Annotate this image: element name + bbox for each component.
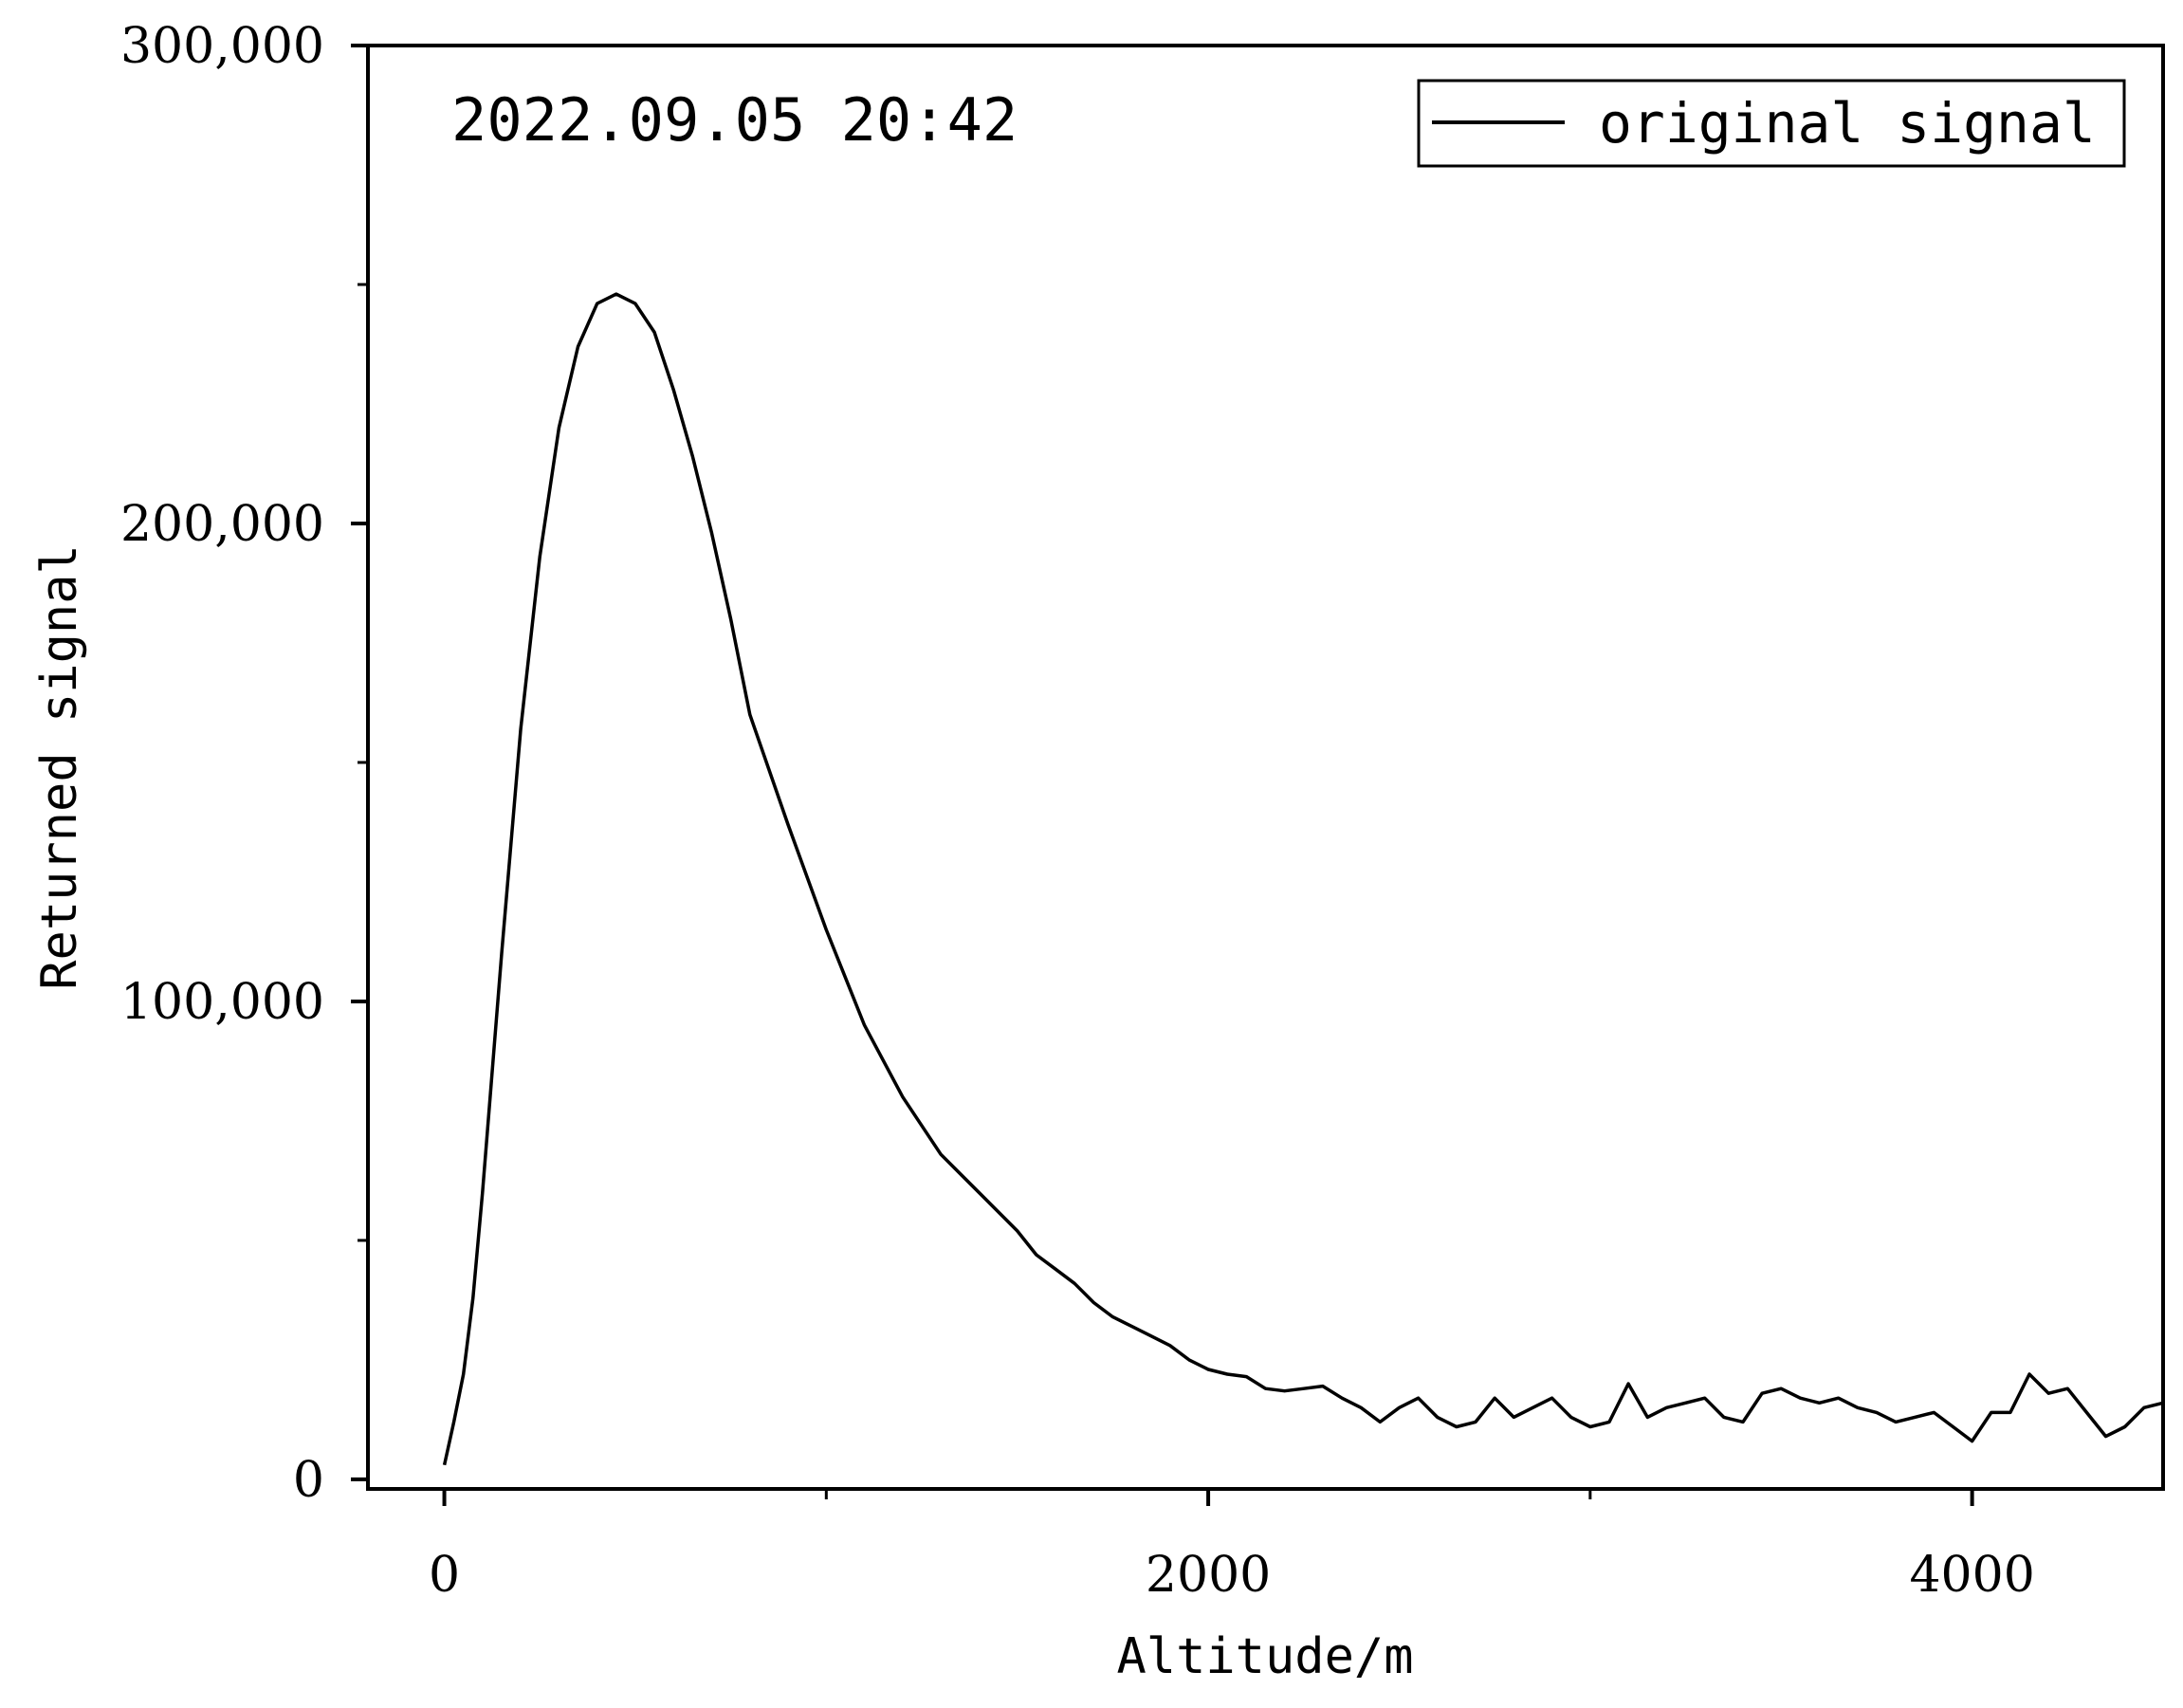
y-axis-title: Returned signal: [31, 544, 88, 990]
y-tick-label: 200,000: [120, 496, 324, 553]
y-tick-label: 300,000: [120, 18, 324, 75]
x-tick-label: 4000: [1909, 1547, 2034, 1604]
x-axis: 0 2000 4000: [429, 1489, 2035, 1604]
legend: original signal: [1417, 79, 2126, 168]
x-tick-label: 0: [429, 1547, 460, 1604]
plot-frame: [366, 44, 2165, 1491]
y-tick-label: 0: [293, 1452, 324, 1509]
x-axis-title: Altitude/m: [1116, 1628, 1413, 1685]
y-axis: 0 100,000 200,000 300,000: [120, 18, 368, 1509]
timestamp-annotation: 2022.09.05 20:42: [451, 85, 1018, 155]
legend-label-original-signal: original signal: [1599, 91, 2096, 156]
legend-box: [1417, 79, 2126, 168]
y-tick-label: 100,000: [120, 974, 324, 1031]
original-signal-line: [442, 292, 2164, 1466]
x-tick-label: 2000: [1146, 1547, 1271, 1604]
